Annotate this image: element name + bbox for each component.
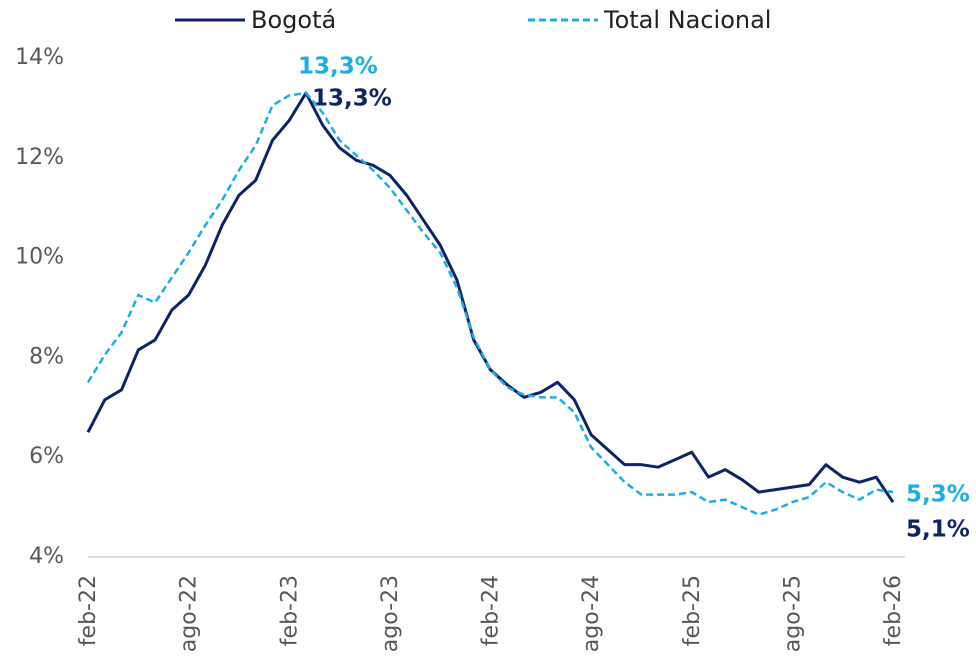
y-tick-label: 14%	[15, 45, 64, 70]
y-tick-label: 8%	[29, 344, 64, 369]
value-label: 13,3%	[298, 53, 378, 79]
y-tick-label: 4%	[29, 544, 64, 569]
y-tick-label: 6%	[29, 444, 64, 469]
y-tick-label: 10%	[15, 245, 64, 270]
y-tick-label: 12%	[15, 145, 64, 170]
x-tick-label: feb-25	[680, 575, 705, 646]
value-label: 13,3%	[312, 85, 392, 111]
legend-label: Bogotá	[251, 6, 336, 34]
legend-label: Total Nacional	[603, 6, 771, 34]
x-tick-label: feb-26	[881, 575, 906, 646]
series-line	[86, 91, 895, 503]
x-tick-label: feb-23	[277, 575, 302, 646]
x-tick-label: feb-24	[479, 575, 504, 646]
value-label: 5,3%	[906, 482, 970, 508]
x-tick-label: feb-22	[76, 575, 101, 646]
value-label: 5,1%	[906, 517, 970, 543]
x-tick-label: ago-23	[378, 575, 403, 652]
series-line	[86, 91, 894, 516]
x-tick-label: ago-24	[579, 575, 604, 652]
x-tick-label: ago-25	[780, 575, 805, 652]
x-tick-label: ago-22	[177, 575, 202, 652]
